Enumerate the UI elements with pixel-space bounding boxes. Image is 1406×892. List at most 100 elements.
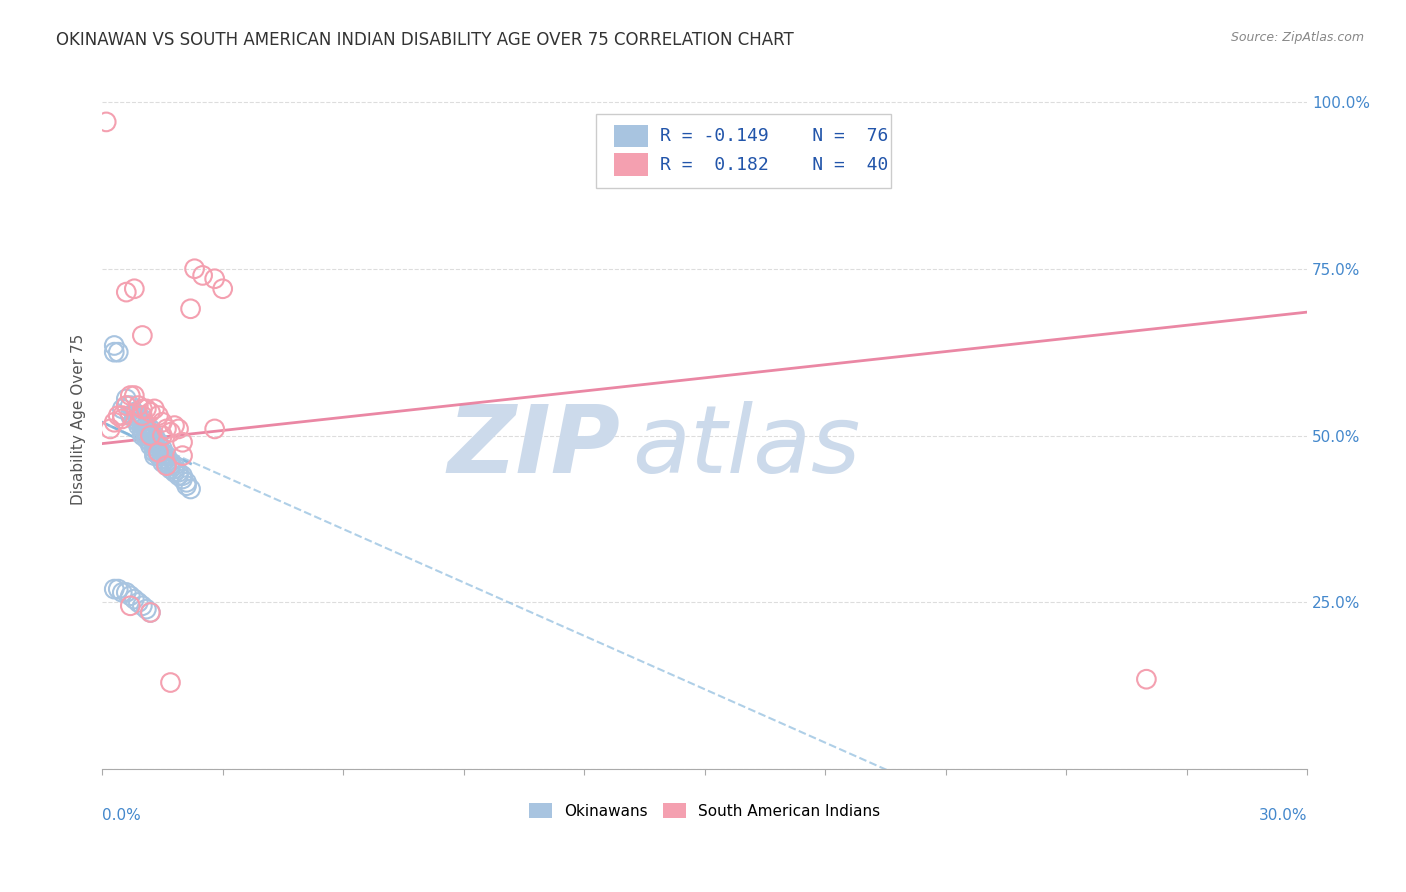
Point [152,445,174,459]
Point [139,428,162,442]
Point [143,432,166,446]
Point [148,442,170,456]
Legend: Okinawans, South American Indians: Okinawans, South American Indians [523,797,886,825]
Point [152,452,174,467]
Point [183,261,205,276]
Point [143,449,166,463]
FancyBboxPatch shape [596,114,891,187]
Point [152,442,174,456]
Point [135,428,157,442]
Point [152,449,174,463]
Point [155,452,177,467]
Point [139,606,162,620]
Point [163,418,186,433]
Text: R = -0.149    N =  76: R = -0.149 N = 76 [659,127,889,145]
Point [131,328,153,343]
Point [148,445,170,459]
Point [180,301,202,316]
Point [111,401,134,416]
Point [107,409,129,423]
Point [163,458,186,473]
Y-axis label: Disability Age Over 75: Disability Age Over 75 [72,334,86,505]
Point [143,401,166,416]
Point [139,606,162,620]
Bar [614,153,648,176]
Point [131,418,153,433]
Point [148,435,170,450]
Text: Source: ZipAtlas.com: Source: ZipAtlas.com [1230,31,1364,45]
Point [96,115,118,129]
Point [191,268,214,283]
Point [135,425,157,440]
Point [131,412,153,426]
Point [115,399,138,413]
Point [131,425,153,440]
Point [111,409,134,423]
Point [107,582,129,596]
Text: ZIP: ZIP [447,401,620,493]
Point [148,439,170,453]
Point [155,422,177,436]
Point [155,449,177,463]
Point [176,475,198,490]
Point [152,415,174,429]
Text: 30.0%: 30.0% [1258,808,1308,822]
Point [163,465,186,479]
Point [120,388,142,402]
Point [127,409,149,423]
Point [172,472,194,486]
Point [148,409,170,423]
Point [180,482,202,496]
Point [172,449,194,463]
Point [135,401,157,416]
Point [103,345,125,359]
Point [211,282,233,296]
Point [172,435,194,450]
Point [103,338,125,352]
Text: 0.0%: 0.0% [103,808,141,822]
Point [111,412,134,426]
Point [115,399,138,413]
Point [204,422,226,436]
Point [159,455,181,469]
Point [115,285,138,299]
Point [127,418,149,433]
Text: R =  0.182    N =  40: R = 0.182 N = 40 [659,155,889,174]
Point [115,392,138,406]
Point [148,445,170,459]
Point [139,435,162,450]
Point [159,675,181,690]
Point [127,415,149,429]
Point [159,425,181,440]
Point [124,592,146,607]
Text: OKINAWAN VS SOUTH AMERICAN INDIAN DISABILITY AGE OVER 75 CORRELATION CHART: OKINAWAN VS SOUTH AMERICAN INDIAN DISABI… [56,31,794,49]
Point [111,585,134,599]
Point [155,455,177,469]
Point [127,595,149,609]
Point [143,439,166,453]
Point [124,405,146,419]
Point [103,415,125,429]
Point [148,449,170,463]
Point [103,582,125,596]
Point [139,422,162,436]
Point [124,409,146,423]
Point [163,462,186,476]
Point [120,599,142,613]
Point [155,458,177,473]
Point [152,455,174,469]
Point [176,478,198,492]
Point [143,435,166,450]
Point [135,432,157,446]
Point [124,388,146,402]
Point [98,422,121,436]
Point [120,399,142,413]
Point [139,405,162,419]
Point [155,458,177,473]
Point [167,465,190,479]
Point [167,468,190,483]
Point [204,272,226,286]
Point [135,602,157,616]
Point [172,468,194,483]
Point [131,599,153,613]
